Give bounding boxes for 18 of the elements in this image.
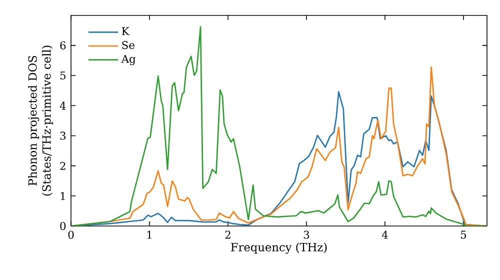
x-tick-label: 3 [304,230,310,239]
legend-label: K [122,27,130,36]
x-tick-label: 0 [68,230,74,239]
x-tick-label: 2 [225,230,230,239]
x-tick-label: 4 [382,230,388,239]
y-tick-label: 5 [60,72,66,80]
y-tick-label: 1 [60,192,65,200]
y-tick-label: 6 [60,41,66,50]
x-tick-label: 5 [460,230,466,239]
legend-label: Ag [121,54,136,66]
y-axis-title: Phonon projected DOS (States/THz·primitive cell) [28,46,54,196]
legend-label: Se [122,41,134,50]
y-tick-label: 0 [60,222,66,230]
y-tick-label: 4 [60,102,66,110]
y-tick-label: 2 [60,162,66,170]
x-tick-label: 1 [147,230,152,239]
y-tick-label: 3 [60,132,66,140]
x-axis-title: Frequency (THz) [231,242,327,254]
